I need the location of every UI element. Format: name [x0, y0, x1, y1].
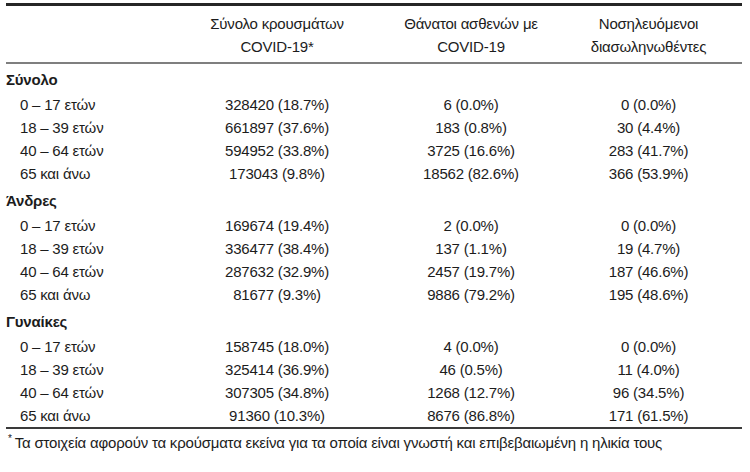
- age-group-label: 0 – 17 ετών: [6, 91, 167, 116]
- intubated-value: 0 (0.0%): [555, 333, 742, 358]
- deaths-value: 8676 (86.8%): [387, 404, 555, 428]
- covid-age-distribution-table: Σύνολο κρουσμάτων COVID-19* Θάνατοι ασθε…: [6, 3, 742, 429]
- cases-value: 325414 (36.9%): [167, 358, 387, 381]
- age-group-label: 65 και άνω: [6, 162, 167, 185]
- header-deaths-line2: COVID-19: [437, 38, 505, 55]
- cases-value: 81677 (9.3%): [167, 283, 387, 306]
- table-row: 18 – 39 ετών 325414 (36.9%) 46 (0.5%) 11…: [6, 358, 742, 381]
- section-label: Άνδρες: [6, 185, 742, 212]
- age-group-label: 0 – 17 ετών: [6, 333, 167, 358]
- footnote-text: Τα στοιχεία αφορούν τα κρούσματα εκείνα …: [15, 434, 662, 451]
- table-row: 18 – 39 ετών 336477 (38.4%) 137 (1.1%) 1…: [6, 237, 742, 260]
- intubated-value: 195 (48.6%): [555, 283, 742, 306]
- age-group-label: 0 – 17 ετών: [6, 212, 167, 237]
- age-group-label: 18 – 39 ετών: [6, 116, 167, 139]
- table-row: 40 – 64 ετών 307305 (34.8%) 1268 (12.7%)…: [6, 381, 742, 404]
- deaths-value: 183 (0.8%): [387, 116, 555, 139]
- table-row: 18 – 39 ετών 661897 (37.6%) 183 (0.8%) 3…: [6, 116, 742, 139]
- section-header-total: Σύνολο: [6, 63, 742, 91]
- cases-value: 287632 (32.9%): [167, 260, 387, 283]
- cases-value: 594952 (33.8%): [167, 139, 387, 162]
- header-intubated: Νοσηλευόμενοι διασωληνωθέντες: [555, 5, 742, 64]
- cases-value: 307305 (34.8%): [167, 381, 387, 404]
- table-row: 40 – 64 ετών 287632 (32.9%) 2457 (19.7%)…: [6, 260, 742, 283]
- header-intubated-line1: Νοσηλευόμενοι: [599, 15, 698, 32]
- intubated-value: 30 (4.4%): [555, 116, 742, 139]
- age-group-label: 40 – 64 ετών: [6, 139, 167, 162]
- intubated-value: 366 (53.9%): [555, 162, 742, 185]
- section-label: Σύνολο: [6, 63, 742, 91]
- intubated-value: 171 (61.5%): [555, 404, 742, 428]
- section-header-women: Γυναίκες: [6, 306, 742, 333]
- deaths-value: 4 (0.0%): [387, 333, 555, 358]
- deaths-value: 1268 (12.7%): [387, 381, 555, 404]
- deaths-value: 137 (1.1%): [387, 237, 555, 260]
- table-row: 0 – 17 ετών 169674 (19.4%) 2 (0.0%) 0 (0…: [6, 212, 742, 237]
- document-page: Σύνολο κρουσμάτων COVID-19* Θάνατοι ασθε…: [0, 0, 750, 453]
- cases-value: 169674 (19.4%): [167, 212, 387, 237]
- deaths-value: 3725 (16.6%): [387, 139, 555, 162]
- deaths-value: 2 (0.0%): [387, 212, 555, 237]
- table-row: 65 και άνω 81677 (9.3%) 9886 (79.2%) 195…: [6, 283, 742, 306]
- intubated-value: 0 (0.0%): [555, 91, 742, 116]
- deaths-value: 2457 (19.7%): [387, 260, 555, 283]
- intubated-value: 0 (0.0%): [555, 212, 742, 237]
- intubated-value: 96 (34.5%): [555, 381, 742, 404]
- deaths-value: 18562 (82.6%): [387, 162, 555, 185]
- age-group-label: 18 – 39 ετών: [6, 358, 167, 381]
- header-empty-cell: [6, 5, 167, 64]
- table-footnote: *Τα στοιχεία αφορούν τα κρούσματα εκείνα…: [6, 432, 742, 453]
- table-header: Σύνολο κρουσμάτων COVID-19* Θάνατοι ασθε…: [6, 5, 742, 64]
- age-group-label: 65 και άνω: [6, 283, 167, 306]
- cases-value: 661897 (37.6%): [167, 116, 387, 139]
- intubated-value: 187 (46.6%): [555, 260, 742, 283]
- cases-value: 91360 (10.3%): [167, 404, 387, 428]
- cases-value: 328420 (18.7%): [167, 91, 387, 116]
- table-row: 40 – 64 ετών 594952 (33.8%) 3725 (16.6%)…: [6, 139, 742, 162]
- section-header-men: Άνδρες: [6, 185, 742, 212]
- header-deaths-line1: Θάνατοι ασθενών με: [404, 15, 538, 32]
- age-group-label: 40 – 64 ετών: [6, 260, 167, 283]
- intubated-value: 19 (4.7%): [555, 237, 742, 260]
- intubated-value: 11 (4.0%): [555, 358, 742, 381]
- cases-value: 158745 (18.0%): [167, 333, 387, 358]
- deaths-value: 9886 (79.2%): [387, 283, 555, 306]
- table-body: Σύνολο 0 – 17 ετών 328420 (18.7%) 6 (0.0…: [6, 63, 742, 428]
- age-group-label: 40 – 64 ετών: [6, 381, 167, 404]
- deaths-value: 6 (0.0%): [387, 91, 555, 116]
- cases-value: 336477 (38.4%): [167, 237, 387, 260]
- header-deaths: Θάνατοι ασθενών με COVID-19: [387, 5, 555, 64]
- age-group-label: 18 – 39 ετών: [6, 237, 167, 260]
- header-row: Σύνολο κρουσμάτων COVID-19* Θάνατοι ασθε…: [6, 5, 742, 64]
- header-total-cases-line1: Σύνολο κρουσμάτων: [210, 15, 344, 32]
- table-row: 0 – 17 ετών 328420 (18.7%) 6 (0.0%) 0 (0…: [6, 91, 742, 116]
- table-row: 65 και άνω 91360 (10.3%) 8676 (86.8%) 17…: [6, 404, 742, 428]
- header-total-cases-line2: COVID-19*: [240, 38, 313, 55]
- intubated-value: 283 (41.7%): [555, 139, 742, 162]
- footnote-asterisk: *: [8, 433, 12, 444]
- header-intubated-line2: διασωληνωθέντες: [591, 38, 706, 55]
- age-group-label: 65 και άνω: [6, 404, 167, 428]
- cases-value: 173043 (9.8%): [167, 162, 387, 185]
- deaths-value: 46 (0.5%): [387, 358, 555, 381]
- table-row: 0 – 17 ετών 158745 (18.0%) 4 (0.0%) 0 (0…: [6, 333, 742, 358]
- header-total-cases: Σύνολο κρουσμάτων COVID-19*: [167, 5, 387, 64]
- table-row: 65 και άνω 173043 (9.8%) 18562 (82.6%) 3…: [6, 162, 742, 185]
- section-label: Γυναίκες: [6, 306, 742, 333]
